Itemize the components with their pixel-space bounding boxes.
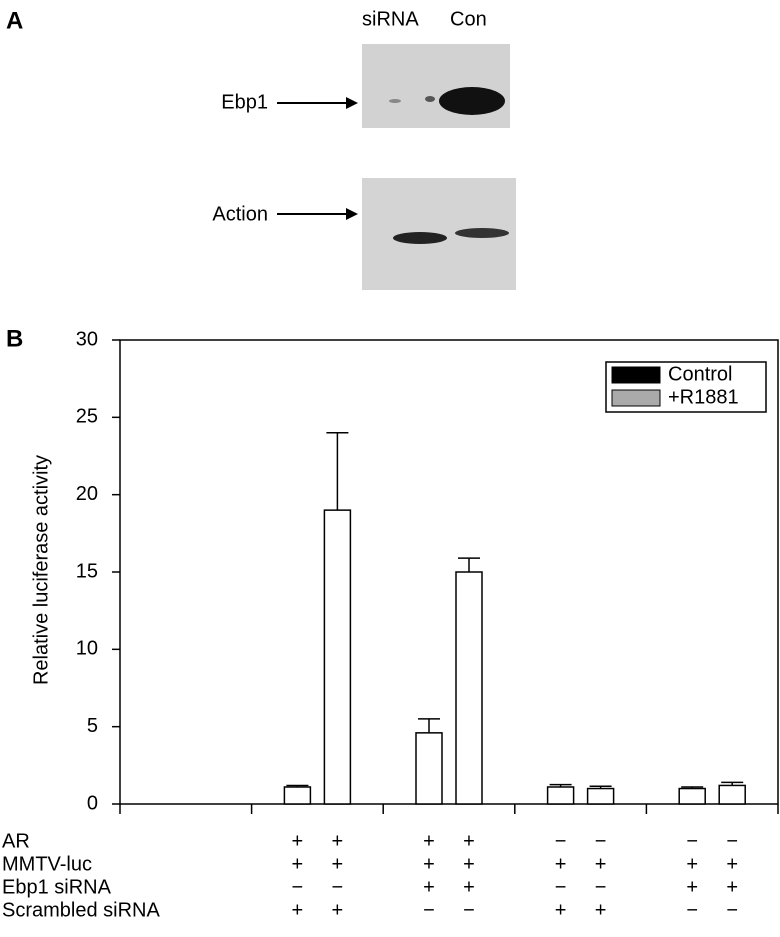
condition-sign: −: [595, 830, 607, 852]
condition-sign: +: [292, 899, 304, 921]
condition-sign: +: [332, 853, 344, 875]
band: [425, 96, 435, 102]
condition-sign: −: [292, 876, 304, 898]
legend-label: Control: [668, 363, 732, 385]
blot: [362, 44, 510, 128]
condition-sign: +: [423, 853, 435, 875]
condition-sign: −: [726, 830, 738, 852]
condition-sign: −: [332, 876, 344, 898]
bar: [546, 786, 575, 805]
condition-sign: +: [595, 899, 607, 921]
condition-sign: +: [726, 876, 738, 898]
condition-sign: +: [555, 853, 567, 875]
condition-sign: −: [423, 899, 435, 921]
condition-sign: +: [686, 876, 698, 898]
condition-sign: −: [686, 899, 698, 921]
bar: [283, 786, 312, 805]
condition-sign: −: [463, 899, 475, 921]
condition-sign: +: [686, 853, 698, 875]
condition-label: Scrambled siRNA: [2, 899, 160, 921]
band: [455, 228, 509, 238]
bar: [415, 732, 443, 805]
y-tick-label: 30: [76, 328, 98, 350]
condition-sign: +: [595, 853, 607, 875]
condition-sign: +: [332, 899, 344, 921]
lane-label: Con: [450, 8, 487, 30]
y-tick-label: 25: [76, 406, 98, 428]
y-tick-label: 0: [87, 792, 98, 814]
panel-label: A: [6, 7, 23, 34]
condition-sign: +: [463, 853, 475, 875]
condition-label: Ebp1 siRNA: [2, 876, 112, 898]
legend-swatch: [611, 389, 661, 407]
condition-sign: +: [292, 853, 304, 875]
condition-sign: +: [555, 899, 567, 921]
condition-label: MMTV-luc: [2, 853, 92, 875]
arrow-head: [346, 208, 358, 220]
legend-label: +R1881: [668, 386, 739, 408]
blot-label: Ebp1: [221, 91, 268, 113]
bar: [586, 787, 615, 805]
panel-label: B: [6, 325, 23, 352]
condition-sign: −: [726, 899, 738, 921]
y-tick-label: 15: [76, 560, 98, 582]
bar: [323, 509, 352, 805]
band: [439, 87, 505, 115]
band: [389, 99, 401, 103]
condition-sign: +: [463, 830, 475, 852]
condition-sign: −: [555, 876, 567, 898]
condition-sign: −: [595, 876, 607, 898]
condition-sign: +: [423, 876, 435, 898]
condition-sign: +: [726, 853, 738, 875]
bar: [718, 784, 746, 805]
band: [393, 232, 447, 244]
condition-sign: +: [292, 830, 304, 852]
lane-label: siRNA: [362, 8, 419, 30]
arrow-head: [346, 97, 358, 109]
condition-sign: +: [332, 830, 344, 852]
bar: [678, 787, 706, 805]
y-tick-label: 10: [76, 638, 98, 660]
bar: [455, 571, 483, 805]
condition-sign: +: [423, 830, 435, 852]
condition-sign: +: [463, 876, 475, 898]
condition-sign: −: [555, 830, 567, 852]
y-tick-label: 5: [87, 715, 98, 737]
y-axis-label: Relative luciferase activity: [30, 455, 52, 685]
y-tick-label: 20: [76, 483, 98, 505]
condition-label: AR: [2, 830, 30, 852]
legend-swatch: [611, 366, 661, 384]
blot-label: Action: [212, 203, 268, 225]
condition-sign: −: [686, 830, 698, 852]
